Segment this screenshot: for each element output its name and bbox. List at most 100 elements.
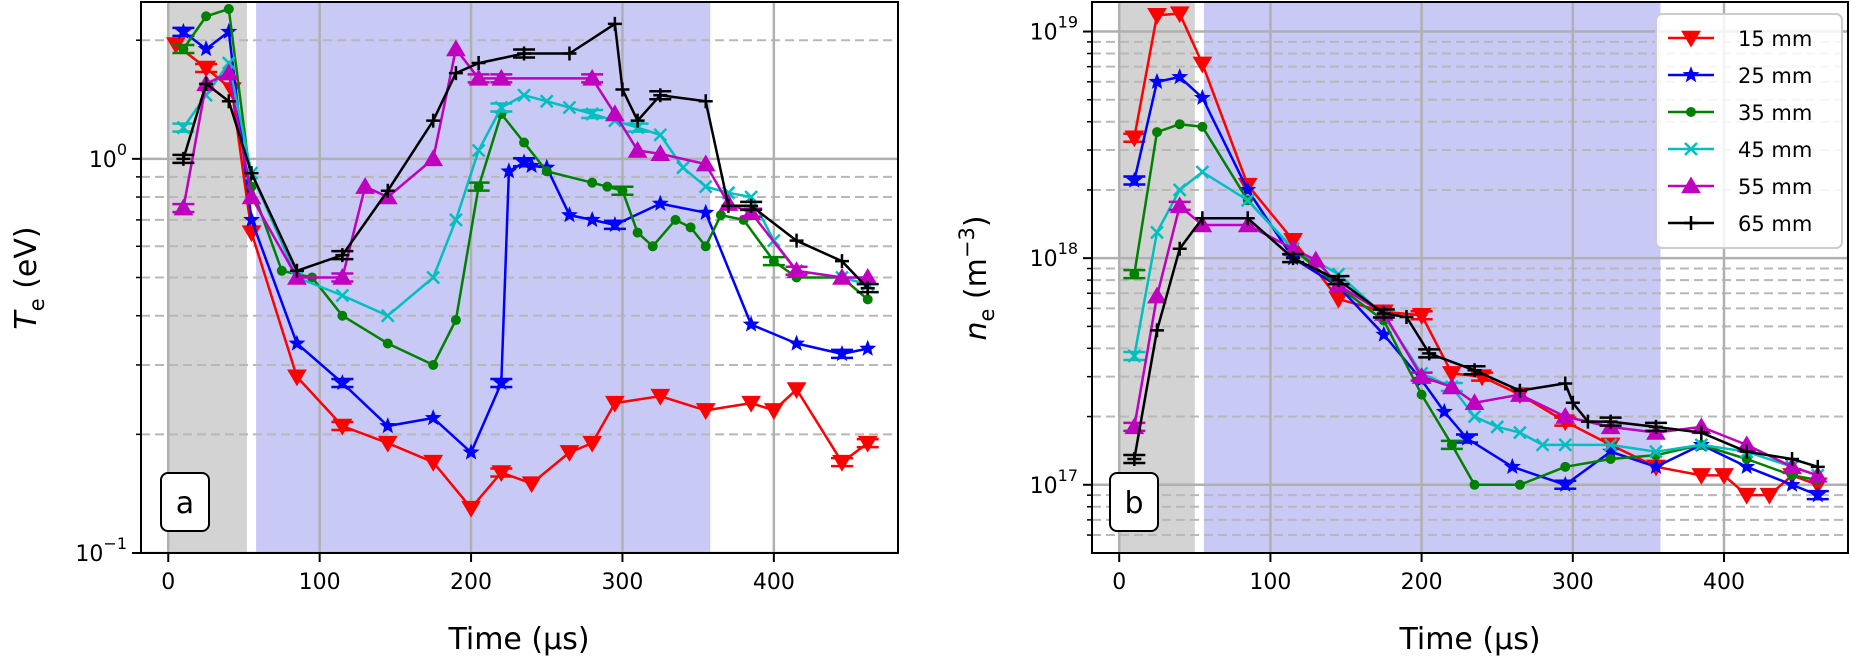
data-point (1171, 68, 1189, 85)
data-point (335, 288, 350, 303)
y-tick-label: 10−1 (75, 534, 127, 567)
data-point (197, 40, 215, 57)
data-point (201, 11, 212, 22)
data-point (1174, 119, 1185, 130)
data-point (471, 143, 486, 158)
legend-label: 25 mm (1738, 64, 1812, 88)
legend-marker (1682, 66, 1700, 83)
data-point (1467, 409, 1482, 424)
data-point (1148, 72, 1166, 90)
data-point (1694, 437, 1709, 452)
data-point (1783, 475, 1801, 492)
data-point (461, 500, 481, 518)
data-point (605, 395, 625, 413)
data-point (428, 359, 439, 370)
data-point (607, 16, 622, 31)
data-point (1785, 451, 1800, 466)
data-point (1647, 457, 1665, 475)
data-point (333, 374, 351, 391)
data-point (473, 181, 484, 192)
legend-item: 55 mm (1668, 175, 1812, 199)
series-15-mm (165, 37, 879, 518)
data-point (1305, 250, 1326, 268)
data-point (494, 100, 509, 115)
data-point (695, 154, 716, 172)
data-point (832, 267, 852, 285)
data-point (647, 241, 658, 252)
data-point (423, 454, 444, 472)
legend-item: 35 mm (1668, 101, 1812, 125)
y-axis-label: Te (eV) (9, 226, 49, 329)
data-point (1239, 180, 1257, 198)
data-point (517, 88, 531, 103)
data-point (670, 214, 681, 225)
data-point (1441, 377, 1462, 395)
data-point (1376, 306, 1391, 321)
data-point (788, 334, 806, 351)
data-point (1580, 414, 1595, 429)
data-point (857, 435, 878, 453)
data-point (220, 22, 238, 40)
data-point (218, 63, 239, 81)
data-point (1125, 171, 1143, 188)
data-point (199, 76, 214, 91)
data-point (1127, 451, 1142, 466)
series-line (182, 22, 869, 289)
data-point (500, 162, 518, 179)
data-point (721, 198, 736, 213)
data-point (1490, 420, 1505, 434)
series-line (182, 61, 869, 317)
data-point (1441, 366, 1462, 383)
x-tick-label: 400 (1703, 570, 1745, 595)
data-point (287, 369, 307, 387)
legend-label: 45 mm (1738, 138, 1812, 162)
legend-item: 25 mm (1668, 64, 1812, 88)
data-point (583, 211, 601, 228)
data-point (221, 56, 236, 70)
data-point (685, 222, 696, 233)
data-point (1195, 165, 1210, 179)
data-point (1809, 486, 1827, 503)
data-point (1172, 241, 1187, 256)
legend-marker (1681, 30, 1701, 48)
data-point (700, 241, 711, 252)
data-point (1603, 414, 1618, 429)
data-point (585, 107, 600, 121)
data-point (1435, 402, 1453, 419)
data-point (1648, 419, 1663, 434)
data-point (1649, 444, 1663, 459)
legend-label: 55 mm (1738, 175, 1812, 199)
data-point (491, 68, 512, 86)
data-point (676, 160, 690, 175)
data-point (1286, 251, 1301, 266)
data-point (833, 345, 851, 362)
y-axis-label: ne (m−3) (955, 215, 999, 340)
data-point (1714, 468, 1734, 485)
data-point (173, 198, 194, 216)
data-point (587, 177, 598, 188)
data-point (1193, 88, 1211, 106)
x-tick-label: 0 (1112, 570, 1126, 595)
data-point (1129, 269, 1140, 280)
data-point (1560, 461, 1571, 472)
data-point (196, 60, 216, 78)
data-point (1152, 127, 1163, 138)
data-point (492, 374, 510, 391)
data-point (1150, 323, 1165, 338)
x-tick-label: 300 (1552, 570, 1594, 595)
data-point (515, 153, 533, 170)
legend-item: 65 mm (1668, 212, 1812, 236)
data-point (426, 270, 441, 285)
data-point (178, 43, 189, 54)
x-tick-label: 100 (1249, 570, 1291, 595)
x-axis-label: Time (μs) (1398, 622, 1540, 657)
series-line (182, 47, 868, 279)
data-point (424, 409, 442, 426)
data-point (1736, 487, 1757, 505)
x-tick-label: 200 (450, 570, 492, 595)
data-point (741, 395, 762, 413)
data-point (337, 310, 348, 321)
data-point (834, 254, 849, 269)
data-point (617, 185, 628, 196)
data-point (562, 46, 577, 61)
